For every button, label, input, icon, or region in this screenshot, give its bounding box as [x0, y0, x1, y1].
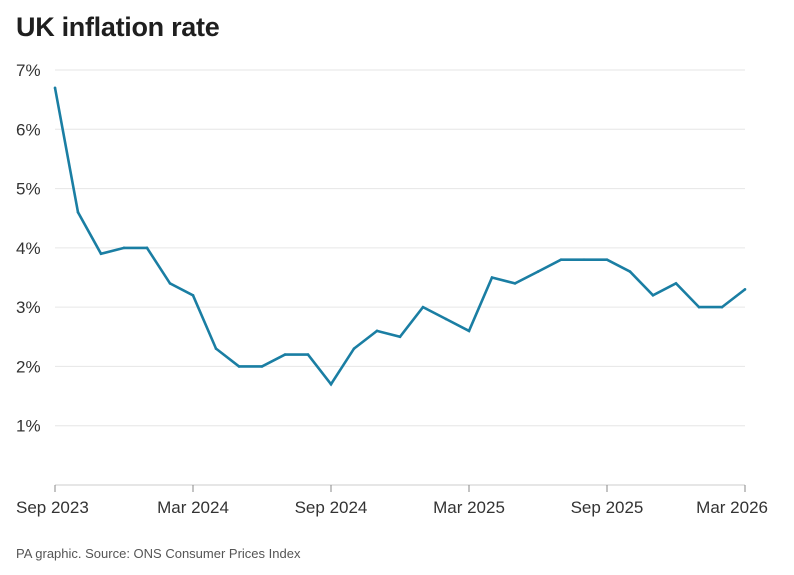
data-point: [513, 282, 517, 285]
data-point: [99, 252, 103, 256]
data-point: [605, 258, 609, 262]
x-tick-label: Sep 2023: [16, 498, 89, 517]
data-point: [582, 258, 586, 262]
line-chart: 1% 2% 3% 4% 5% 6% 7% Sep 2023 Mar 2024 Sep 2024 M…: [16, 61, 768, 517]
data-point: [651, 293, 655, 297]
data-point: [720, 305, 724, 309]
data-point: [743, 288, 747, 291]
data-point: [76, 210, 80, 214]
data-point: [237, 365, 241, 368]
y-tick-label: 4%: [16, 239, 41, 258]
data-point: [559, 258, 563, 262]
series-line: [53, 87, 746, 387]
y-tick-label: 2%: [16, 357, 41, 376]
series-layer: [53, 86, 747, 387]
data-point: [260, 365, 264, 368]
x-tick-label: Mar 2025: [433, 498, 505, 517]
y-tick-label: 3%: [16, 298, 41, 317]
x-tick-label: Mar 2026: [696, 498, 768, 517]
y-tick-label: 7%: [16, 61, 41, 80]
data-point: [283, 353, 287, 356]
data-point: [145, 246, 149, 250]
y-tick-label: 6%: [16, 120, 41, 139]
x-tick-label: Sep 2024: [295, 498, 368, 517]
data-point: [628, 270, 632, 273]
data-point: [306, 353, 310, 356]
data-point: [421, 305, 425, 309]
source-note: PA graphic. Source: ONS Consumer Prices …: [16, 546, 301, 561]
data-point: [398, 335, 402, 339]
data-point: [53, 86, 57, 90]
data-point: [697, 305, 701, 309]
y-tick-label: 1%: [16, 417, 41, 436]
y-tick-label: 5%: [16, 180, 41, 199]
chart-title: UK inflation rate: [16, 12, 220, 42]
data-point: [214, 347, 218, 350]
data-point: [352, 347, 356, 350]
data-point: [674, 282, 678, 285]
gridlines: [55, 69, 745, 427]
x-tick-label: Mar 2024: [157, 498, 229, 517]
x-axis: Sep 2023 Mar 2024 Sep 2024 Mar 2025 Sep 2025…: [16, 484, 768, 517]
data-point: [536, 270, 540, 273]
data-point: [467, 329, 471, 333]
data-point: [329, 382, 333, 386]
data-point: [490, 276, 494, 279]
data-point: [375, 329, 379, 333]
data-point: [444, 317, 448, 321]
data-point: [191, 293, 195, 297]
data-point: [122, 246, 126, 250]
data-point: [168, 282, 172, 285]
y-axis: 1% 2% 3% 4% 5% 6% 7%: [16, 61, 41, 436]
x-tick-label: Sep 2025: [571, 498, 644, 517]
